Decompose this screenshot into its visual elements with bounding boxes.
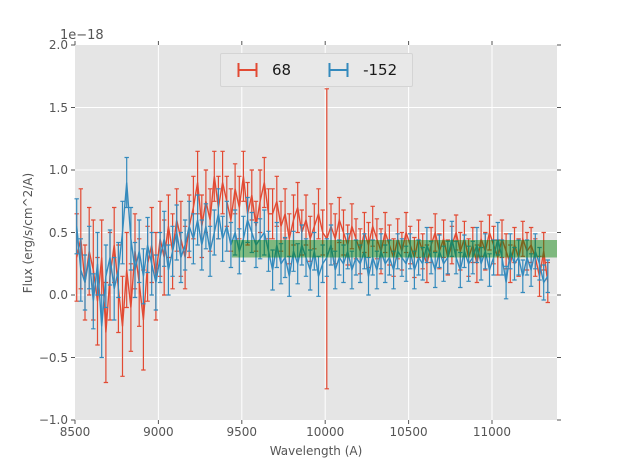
x-axis-label: Wavelength (A) bbox=[269, 444, 363, 458]
y-axis-offset-label: 1e−18 bbox=[60, 28, 104, 43]
axis-ticks bbox=[71, 41, 561, 424]
y-tick-label: 0.0 bbox=[48, 288, 68, 302]
y-tick-label: 1.0 bbox=[48, 163, 68, 177]
band-region bbox=[231, 240, 558, 258]
legend-label: -152 bbox=[363, 61, 398, 79]
x-tick-label: 8500 bbox=[59, 425, 91, 439]
y-tick-label: 0.5 bbox=[48, 225, 68, 240]
x-tick-label: 10000 bbox=[306, 425, 345, 439]
x-tick-label: 9000 bbox=[143, 425, 174, 439]
x-tick-label: 9500 bbox=[226, 425, 258, 439]
legend-entry-minus152: -152 bbox=[327, 61, 397, 79]
errorbar-icon bbox=[237, 63, 258, 77]
legend-entry-68: 68 bbox=[236, 61, 291, 79]
y-tick-label: −0.5 bbox=[38, 350, 68, 365]
x-tick-label: 10500 bbox=[389, 425, 428, 439]
y-tick-label: 2.0 bbox=[48, 38, 68, 52]
y-tick-label: 1.5 bbox=[48, 100, 68, 115]
errorbar-icon bbox=[328, 63, 349, 77]
legend: 68 -152 bbox=[220, 53, 414, 87]
x-tick-label: 11000 bbox=[472, 425, 512, 439]
series--152-caps bbox=[74, 156, 550, 359]
y-tick-label: −1.0 bbox=[38, 413, 68, 427]
legend-label: 68 bbox=[272, 61, 292, 79]
series--152-line bbox=[76, 182, 549, 327]
